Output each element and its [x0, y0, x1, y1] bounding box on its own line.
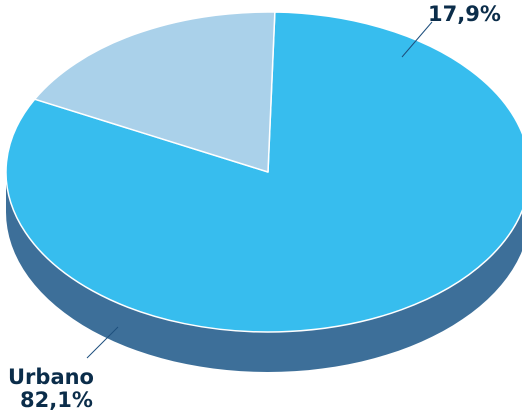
- slice-label-value: 82,1%: [20, 388, 93, 412]
- slice-label-2: 17,9%: [428, 2, 501, 26]
- slice-label-urbano: Urbano 82,1%: [8, 365, 94, 412]
- leader-line-urbano: [86, 326, 119, 359]
- pie-slice-2: [33, 11, 276, 173]
- pie-slice-urbano: [5, 11, 522, 333]
- slice-side-urbano: [6, 172, 522, 372]
- pie-slices: [5, 11, 522, 333]
- leader-line-slice-2: [401, 21, 433, 58]
- leader-lines: [86, 21, 433, 359]
- slice-label-name: Urbano: [8, 365, 94, 389]
- slice-label-value: 17,9%: [428, 2, 501, 26]
- pie-depth: [6, 172, 522, 372]
